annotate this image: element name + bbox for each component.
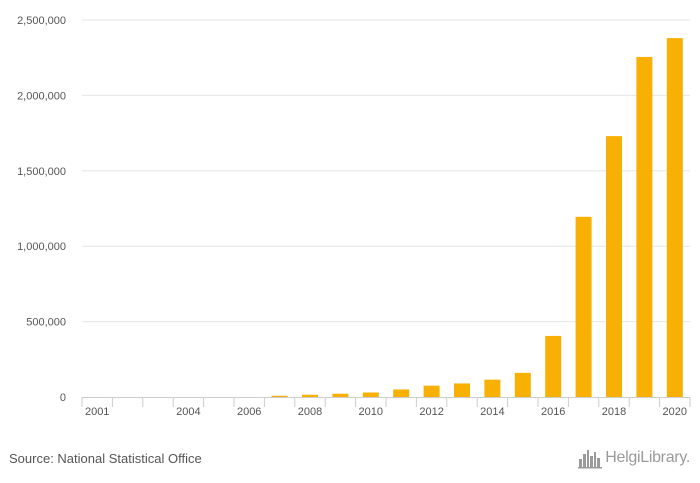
bar-2017 [575,216,592,397]
x-tick-label: 2018 [602,406,626,418]
x-axis-tick-labels: 2001 2004 2006 2008 2010 2012 2014 2016 2018 2020 [85,406,687,418]
y-gridlines [82,19,690,323]
bar-2007 [271,395,288,397]
chart-footer: Source: National Statistical Office Helg… [0,443,700,483]
x-tick-label: 2010 [359,406,383,418]
bar-2009 [332,393,349,397]
y-tick-label: 500,000 [26,317,66,329]
bar-2010 [362,392,379,397]
x-tick-label: 2001 [85,406,109,418]
x-tick-label: 2004 [176,406,200,418]
bar-2008 [302,394,318,397]
bar-2019 [636,56,653,398]
x-tick-label: 2012 [419,406,443,418]
bar-2015 [514,372,531,397]
bar-2011 [393,389,410,397]
bar-series [271,38,683,398]
y-tick-label: 0 [60,392,66,404]
y-tick-label: 2,000,000 [17,90,66,102]
x-tick-label: 2020 [663,406,687,418]
y-tick-label: 1,500,000 [17,166,66,178]
bar-2013 [454,383,470,397]
x-tick-label: 2006 [237,406,261,418]
city-skyline-icon [578,450,603,469]
x-tick-label: 2016 [541,406,565,418]
bar-2020 [666,38,683,397]
bar-2018 [606,136,622,397]
x-tick-label: 2008 [298,406,322,418]
logo-text: HelgiLibrary. [605,449,690,466]
source-note: Source: National Statistical Office [9,451,202,466]
y-tick-label: 1,000,000 [17,241,66,253]
y-tick-label: 2,500,000 [17,15,66,27]
bar-chart: 0 500,000 1,000,000 1,500,000 2,000,000 2,500… [17,15,691,418]
bar-2012 [423,385,440,397]
helgi-library-logo[interactable]: HelgiLibrary. [578,447,690,469]
bar-2014 [484,379,501,397]
y-axis-tick-labels: 0 500,000 1,000,000 1,500,000 2,000,000 2,500… [17,15,66,404]
x-axis [81,397,691,407]
x-tick-label: 2014 [480,406,504,418]
bar-2016 [545,335,562,397]
